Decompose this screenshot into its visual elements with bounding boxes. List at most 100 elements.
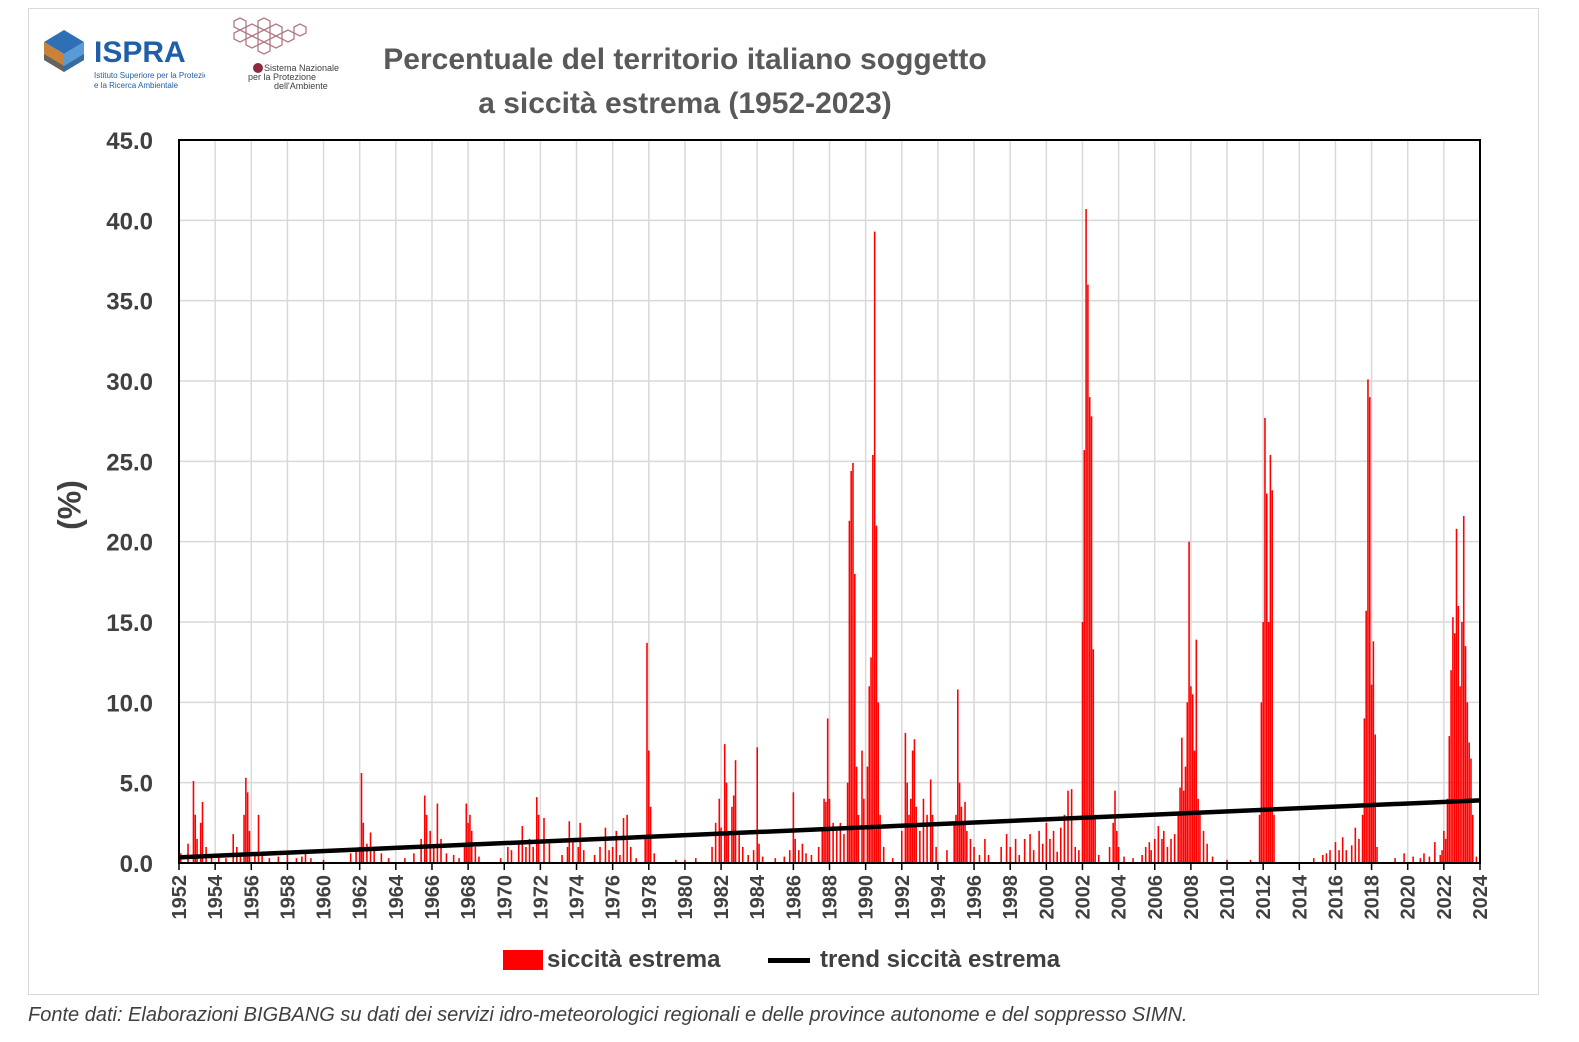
drought-bar <box>825 801 827 863</box>
drought-bar <box>953 822 955 863</box>
drought-bar <box>1271 490 1273 863</box>
y-tick-label: 20.0 <box>106 530 153 557</box>
drought-bar <box>1005 834 1008 863</box>
x-tick-label: 1992 <box>892 875 914 920</box>
drought-bar <box>1083 450 1086 863</box>
drought-bar <box>879 814 881 863</box>
drought-bar <box>1090 416 1093 863</box>
x-tick-label: 1990 <box>856 875 878 920</box>
drought-bar <box>436 803 439 863</box>
drought-bar <box>599 846 601 863</box>
x-tick-label: 2014 <box>1289 874 1311 919</box>
drought-bar <box>561 854 563 863</box>
drought-bar <box>774 858 777 863</box>
drought-bar <box>1370 684 1373 863</box>
drought-bar <box>969 838 972 863</box>
x-tick-label: 1976 <box>603 875 625 920</box>
drought-bar <box>966 830 968 863</box>
drought-bar <box>192 781 195 863</box>
drought-bar <box>723 744 726 863</box>
drought-bar <box>1108 846 1111 863</box>
drought-bar <box>734 760 737 863</box>
drought-bar <box>277 856 280 863</box>
drought-bar <box>1470 758 1472 863</box>
drought-bar <box>1049 838 1051 863</box>
drought-bar <box>843 834 845 863</box>
drought-bar <box>1394 858 1396 863</box>
drought-bar <box>1087 284 1089 864</box>
drought-bar <box>821 830 824 863</box>
drought-bar <box>1000 846 1002 863</box>
drought-bar <box>1475 856 1478 863</box>
figure-frame <box>28 8 1539 995</box>
drought-bar <box>1052 830 1055 863</box>
drought-bar <box>577 846 580 863</box>
drought-bar <box>801 843 804 863</box>
drought-bar <box>257 814 260 863</box>
drought-bar <box>962 822 964 863</box>
drought-bar <box>978 854 981 863</box>
x-tick-label: 1988 <box>820 875 842 920</box>
drought-bar <box>268 858 271 863</box>
drought-bar <box>1269 454 1272 863</box>
drought-bar <box>644 838 646 863</box>
y-tick-label: 25.0 <box>106 449 153 476</box>
drought-bar <box>1166 846 1169 863</box>
drought-bar <box>1441 850 1443 863</box>
drought-bar <box>582 850 585 863</box>
ispra-logo: ISPRA Istituto Superiore per la Protezio… <box>40 28 218 98</box>
drought-bar <box>528 838 531 863</box>
drought-bar <box>1081 622 1084 863</box>
drought-bar <box>1088 397 1091 863</box>
drought-bar <box>1014 838 1017 863</box>
drought-bar <box>1350 845 1353 863</box>
drought-bar <box>973 846 975 863</box>
drought-bar <box>1444 838 1447 863</box>
drought-bar <box>261 854 263 863</box>
x-tick-label: 1986 <box>783 875 805 920</box>
drought-bar <box>911 750 914 863</box>
drought-bar <box>1199 814 1201 863</box>
drought-bar <box>548 843 551 863</box>
drought-bar <box>797 850 800 863</box>
drought-bar <box>817 846 820 863</box>
x-tick-label: 1962 <box>350 875 372 920</box>
drought-bar <box>1358 838 1360 863</box>
drought-bar <box>469 814 471 863</box>
drought-bar <box>1170 838 1172 863</box>
y-tick-label: 40.0 <box>106 208 153 235</box>
drought-bar <box>420 838 422 863</box>
drought-bar <box>245 777 247 863</box>
drought-bar <box>720 827 722 863</box>
drought-bar <box>1345 850 1348 863</box>
drought-bar <box>1450 670 1452 863</box>
drought-bar <box>695 858 697 863</box>
y-tick-labels: 0.0 5.0 10.0 15.0 20.0 25.0 30.0 35.0 40.0 45.0 <box>106 128 153 878</box>
drought-bar <box>593 854 596 863</box>
drought-bar <box>362 822 365 863</box>
drought-bar <box>855 766 858 863</box>
drought-bar <box>243 814 245 863</box>
drought-bar <box>246 792 249 863</box>
x-tick-label: 1998 <box>1000 875 1022 920</box>
drought-bar <box>366 843 368 863</box>
drought-bar <box>611 846 614 863</box>
x-tick-label: 2002 <box>1072 875 1094 920</box>
drought-bar <box>1464 646 1467 863</box>
drought-bar <box>1461 622 1463 863</box>
drought-bar <box>463 846 466 863</box>
drought-bar <box>566 846 569 863</box>
drought-bar <box>1260 702 1263 863</box>
drought-bar <box>857 814 860 863</box>
drought-bar <box>900 830 903 863</box>
x-tick-label: 2024 <box>1470 874 1492 919</box>
x-tick-label: 1966 <box>422 875 444 920</box>
drought-bar <box>846 782 849 863</box>
drought-bar <box>1341 837 1344 863</box>
drought-bar <box>225 858 227 863</box>
drought-bar <box>964 801 966 863</box>
x-tick-label: 1970 <box>494 875 516 920</box>
drought-bar <box>1070 789 1073 863</box>
x-tick-label: 1996 <box>964 875 986 920</box>
drought-bar <box>537 814 540 863</box>
